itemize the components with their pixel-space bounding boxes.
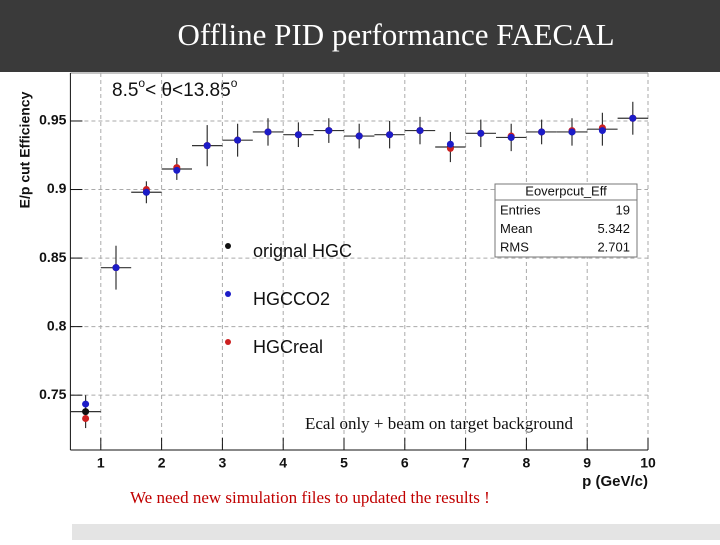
subtitle-part: 8.5: [112, 80, 138, 101]
x-tick-label: 5: [340, 455, 348, 471]
stats-value: 2.701: [597, 239, 630, 254]
data-point: [264, 128, 272, 136]
stats-label: RMS: [500, 239, 529, 254]
y-tick-label: 0.75: [39, 386, 66, 402]
footer-strip: [72, 524, 720, 540]
data-point: [507, 133, 515, 141]
data-point: [173, 166, 181, 174]
y-tick-label: 0.85: [39, 249, 66, 265]
y-tick-label: 0.9: [47, 180, 67, 196]
data-point: [112, 264, 120, 272]
x-tick-label: 6: [401, 455, 409, 471]
data-point: [355, 132, 363, 140]
stats-label: Mean: [500, 221, 533, 236]
data-point: [568, 128, 576, 136]
slide-title: Offline PID performance FAECAL: [177, 17, 614, 52]
legend-marker: [225, 243, 231, 249]
x-tick-label: 2: [158, 455, 166, 471]
data-point: [446, 140, 454, 148]
data-point: [234, 136, 242, 144]
data-point: [598, 127, 606, 135]
x-tick-label: 7: [462, 455, 470, 471]
data-point: [203, 142, 211, 150]
legend-label: orignal HGC: [253, 241, 352, 261]
data-point: [82, 414, 90, 422]
data-point: [538, 128, 546, 136]
x-tick-label: 9: [583, 455, 591, 471]
data-point: [416, 127, 424, 135]
subtitle-part: o: [138, 76, 145, 90]
y-tick-label: 0.8: [47, 317, 67, 333]
data-point: [142, 188, 150, 196]
x-tick-label: 1: [97, 455, 105, 471]
legend-marker: [225, 339, 231, 345]
x-axis-label: p (GeV/c): [582, 473, 648, 490]
legend-label: HGCCO2: [253, 289, 330, 309]
legend-marker: [225, 291, 231, 297]
stats-title: Eoverpcut_Eff: [525, 183, 607, 198]
data-point: [82, 408, 90, 416]
subtitle-part: < θ<13.85: [145, 80, 231, 101]
subtitle-part: o: [231, 76, 238, 90]
data-point: [629, 114, 637, 122]
y-tick-label: 0.95: [39, 112, 66, 128]
data-point: [325, 127, 333, 135]
stats-value: 19: [616, 202, 630, 217]
stats-box: [494, 183, 638, 258]
annotation: We need new simulation files to updated …: [130, 488, 490, 507]
data-point: [294, 131, 302, 139]
data-point: [82, 400, 90, 408]
title-bar: [0, 0, 720, 72]
data-point: [477, 129, 485, 137]
x-tick-label: 3: [219, 455, 227, 471]
annotation: Ecal only + beam on target background: [305, 414, 573, 433]
x-tick-label: 8: [523, 455, 531, 471]
x-tick-label: 4: [279, 455, 287, 471]
subtitle: 8.5o< θ<13.85o: [112, 76, 238, 101]
y-axis-label: E/p cut Efficiency: [17, 91, 33, 208]
legend-label: HGCreal: [253, 337, 323, 357]
x-tick-label: 10: [640, 455, 656, 471]
stats-value: 5.342: [597, 221, 630, 236]
stats-label: Entries: [500, 202, 541, 217]
data-point: [386, 131, 394, 139]
